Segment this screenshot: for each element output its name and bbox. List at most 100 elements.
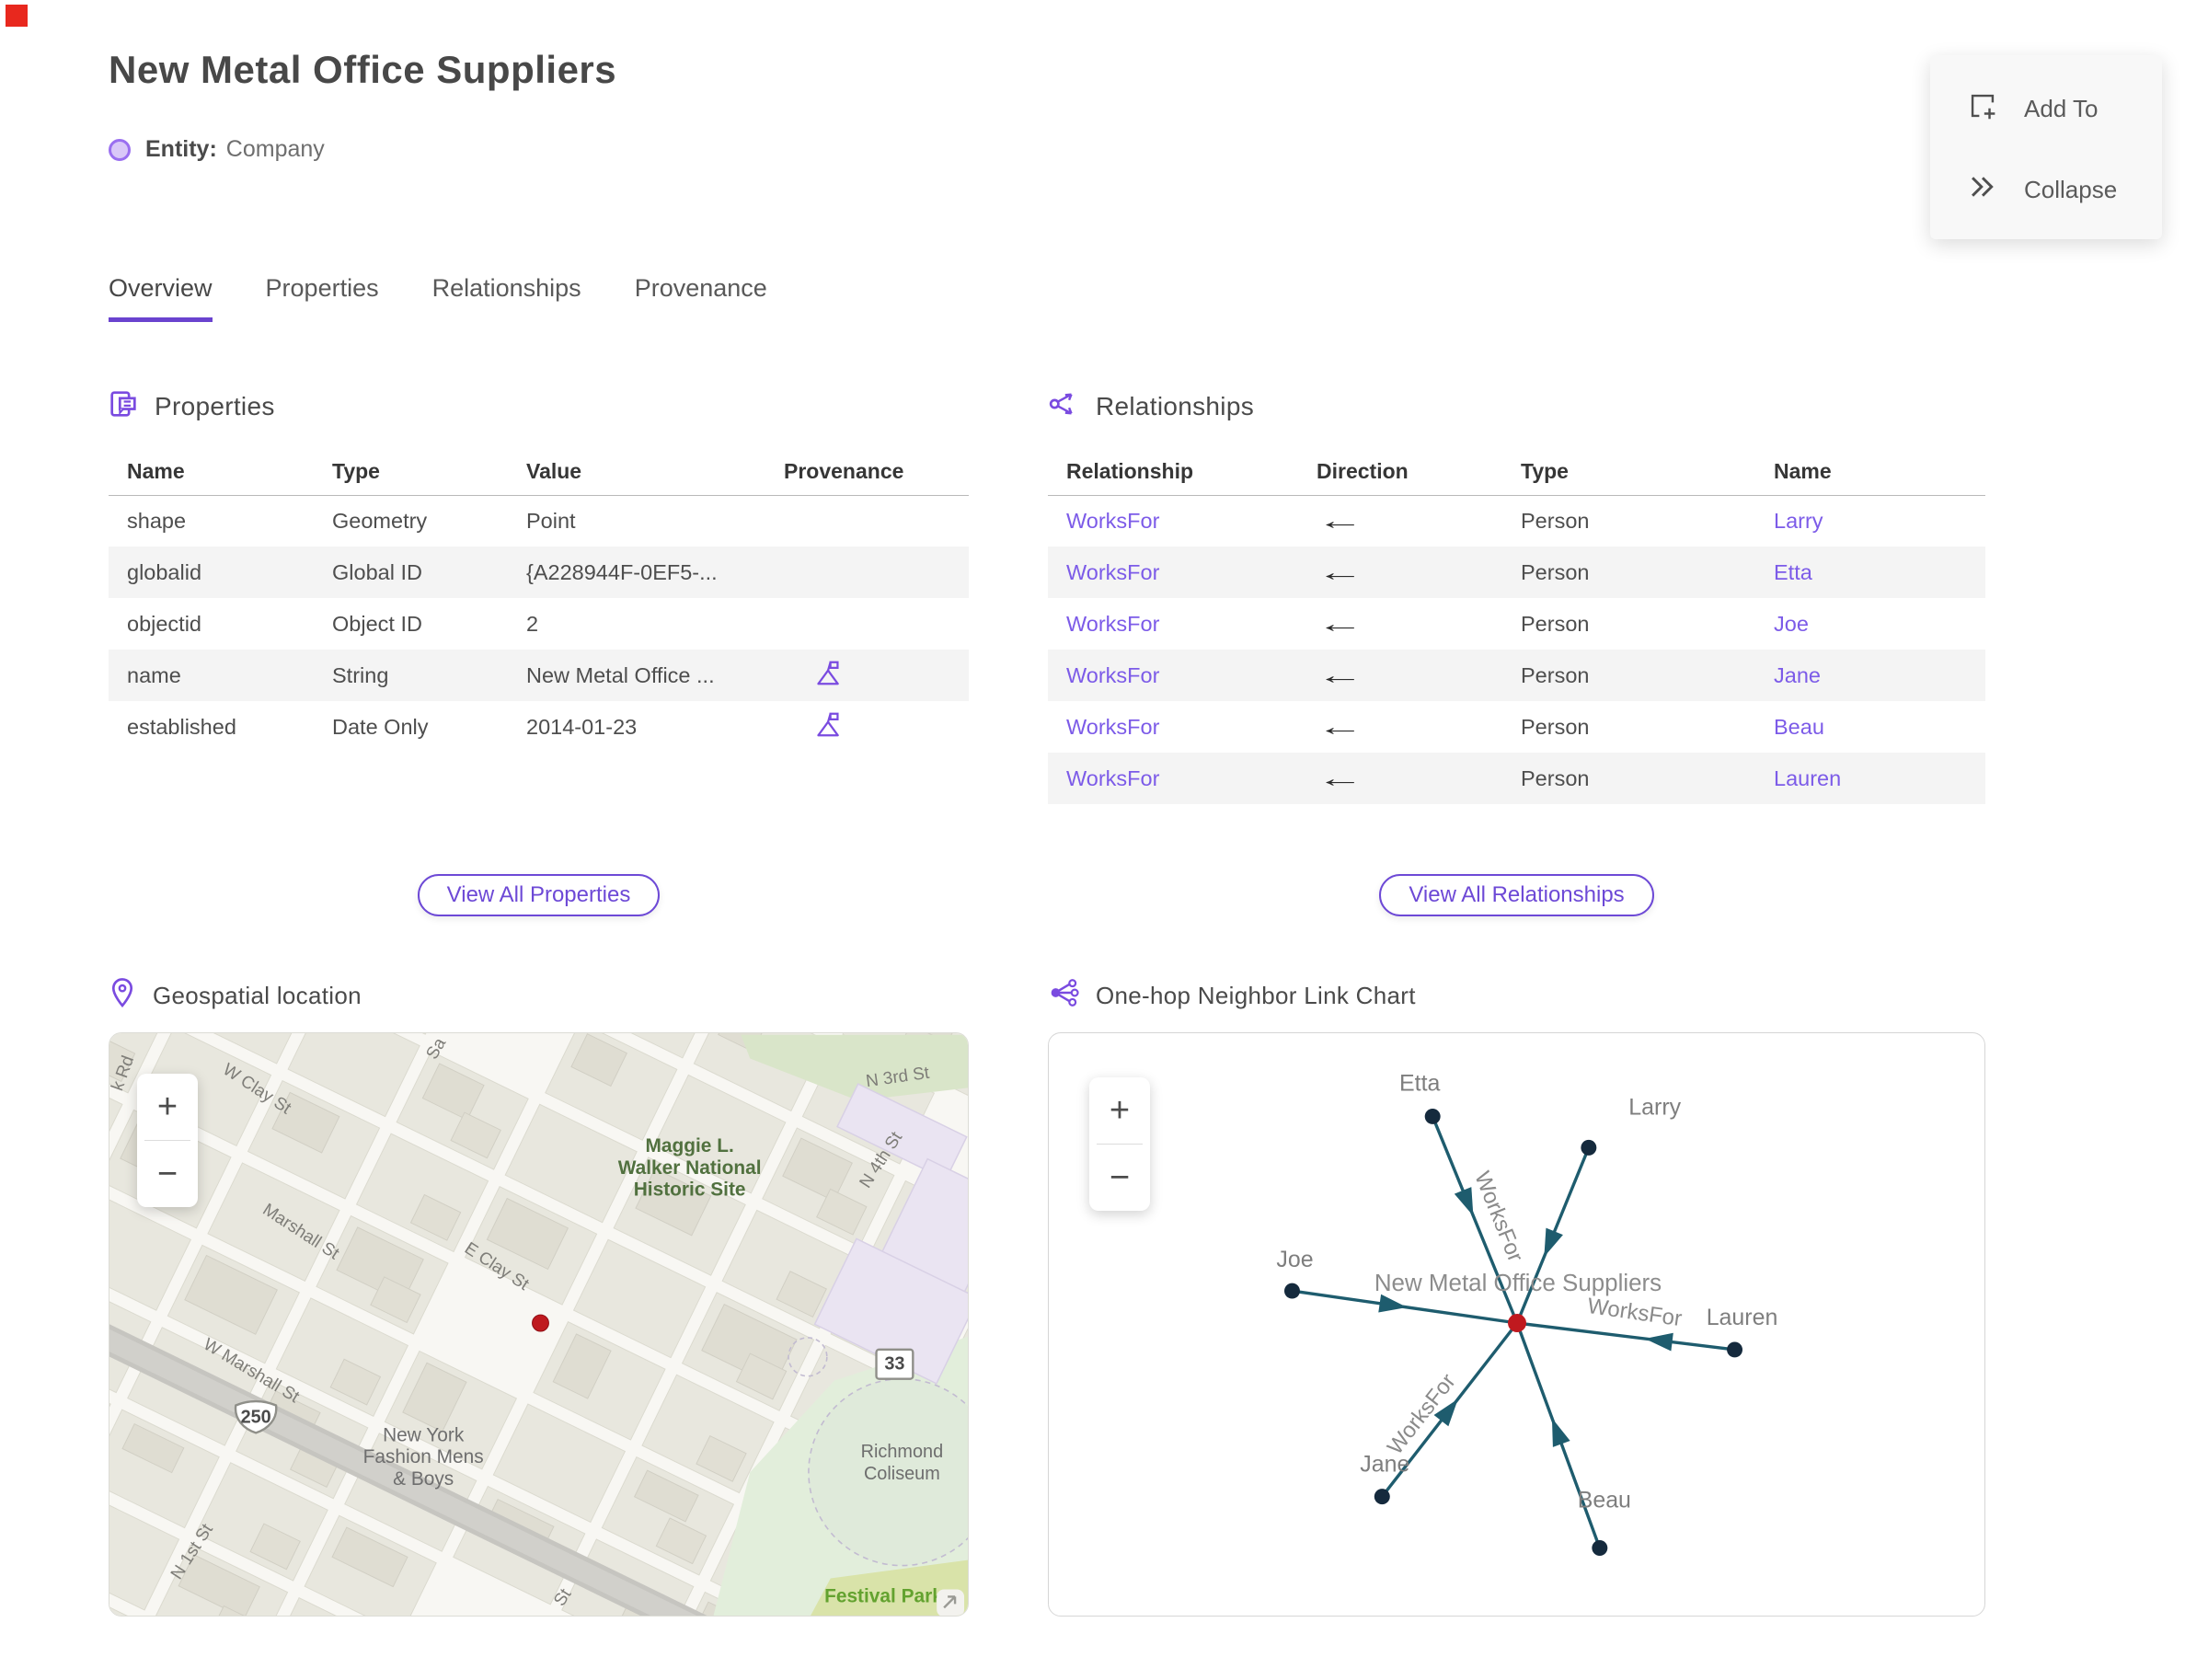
collapse-button[interactable]: Collapse (1967, 160, 2162, 219)
node-lauren[interactable] (1727, 1341, 1743, 1358)
map-zoom-in-button[interactable]: + (156, 1087, 178, 1126)
properties-col-header: Value (526, 449, 784, 496)
map-poi-label: & Boys (393, 1468, 454, 1490)
link-chart-zoom-control: + − (1089, 1077, 1150, 1211)
property-name: globalid (109, 547, 332, 598)
property-row: shape Geometry Point (109, 495, 969, 547)
map-zoom-control: + − (137, 1074, 198, 1207)
entity-type-value: Company (225, 136, 325, 162)
property-provenance (784, 547, 969, 598)
property-type: Global ID (332, 547, 526, 598)
link-chart-zoom-in-button[interactable]: + (1109, 1090, 1131, 1130)
relationships-table-header-row: Relationship Direction Type Name (1048, 449, 1985, 496)
property-type: Object ID (332, 611, 422, 636)
node-jane[interactable] (1374, 1489, 1390, 1505)
property-row: name String New Metal Office ... (109, 650, 969, 701)
tab-properties[interactable]: Properties (265, 274, 379, 302)
relationship-type-link[interactable]: WorksFor (1066, 508, 1160, 533)
property-value: New Metal Office ... (526, 650, 784, 701)
edge-arrowhead (1551, 1418, 1570, 1447)
map-zoom-out-button[interactable]: − (156, 1154, 178, 1193)
relationship-type-link[interactable]: WorksFor (1066, 765, 1160, 790)
property-provenance (784, 495, 969, 547)
one-hop-link-chart-icon (1048, 978, 1079, 1014)
related-entity-name-link[interactable]: Etta (1774, 559, 1812, 584)
map-green-areas (713, 1034, 968, 1616)
center-node[interactable] (1508, 1314, 1526, 1332)
tab-provenance[interactable]: Provenance (634, 274, 767, 302)
route-badge-250: 250 (234, 1399, 278, 1434)
relationships-col-header: Direction (1317, 449, 1521, 496)
relationship-row: WorksFor ← Person Joe (1048, 598, 1985, 650)
actions-panel: Add To Collapse (1930, 55, 2162, 239)
related-entity-type: Person (1521, 714, 1590, 739)
property-value: {A228944F-0EF5-... (526, 547, 784, 598)
relationships-col-header: Relationship (1048, 449, 1317, 496)
properties-col-header: Provenance (784, 449, 969, 496)
edge-etta[interactable] (1431, 1115, 1519, 1324)
related-entity-name-link[interactable]: Joe (1774, 611, 1809, 636)
relationships-section-header: Relationships (1048, 390, 1985, 423)
node-larry[interactable] (1581, 1139, 1597, 1156)
recording-indicator (6, 5, 28, 27)
add-to-label: Add To (2024, 94, 2099, 122)
left-column: Properties Name Type Value Provenance shape… (109, 390, 969, 1617)
link-chart-section-header: One-hop Neighbor Link Chart (1048, 978, 1985, 1014)
relationships-col-header: Type (1521, 449, 1774, 496)
properties-col-header: Name (109, 449, 332, 496)
tab-relationships[interactable]: Relationships (431, 274, 581, 302)
entity-row: Entity: Company (109, 136, 325, 163)
property-provenance (784, 701, 969, 753)
property-name: established (127, 714, 236, 739)
link-chart-panel[interactable]: + − WorksFor WorksFor WorksFor Etta Larry Joe… (1048, 1032, 1985, 1617)
related-entity-name-link[interactable]: Jane (1774, 662, 1821, 687)
right-column: Relationships Relationship Direction Type N… (1048, 390, 1985, 1617)
node-beau[interactable] (1592, 1540, 1608, 1557)
node-label: Jane (1360, 1452, 1409, 1478)
provenance-flag-icon[interactable] (815, 712, 840, 742)
double-chevron-right-icon (1967, 173, 1998, 207)
map-panel[interactable]: + − (109, 1032, 969, 1617)
svg-text:250: 250 (241, 1407, 271, 1427)
node-label: Larry (1628, 1094, 1681, 1120)
related-entity-type: Person (1521, 650, 1774, 701)
relationship-type-link[interactable]: WorksFor (1066, 611, 1160, 636)
entity-location-marker[interactable] (532, 1314, 549, 1332)
property-name: shape (127, 508, 187, 533)
properties-section-header: Properties (109, 390, 969, 423)
node-joe[interactable] (1283, 1283, 1300, 1299)
related-entity-type: Person (1521, 547, 1774, 598)
one-hop-link-chart[interactable]: WorksForWorksForWorksForEttaLarryJoeJane… (1049, 1033, 1984, 1617)
edge-label: WorksFor (1586, 1294, 1684, 1331)
map-pin-icon (109, 977, 136, 1015)
entity-type-dot-icon (109, 138, 131, 161)
highway (109, 1064, 968, 1616)
relationship-row: WorksFor ← Person Beau (1048, 701, 1985, 753)
direction-left-arrow-icon: ← (1317, 764, 1364, 792)
property-name: objectid (127, 611, 201, 636)
map-poi-label: Historic Site (634, 1179, 746, 1201)
relationship-type-link[interactable]: WorksFor (1066, 714, 1160, 739)
related-entity-name-link[interactable]: Larry (1774, 508, 1823, 533)
edge-arrowhead (1378, 1294, 1408, 1313)
properties-table-header-row: Name Type Value Provenance (109, 449, 969, 496)
map-expand-icon[interactable] (937, 1589, 965, 1617)
relationship-type-link[interactable]: WorksFor (1066, 662, 1160, 687)
property-row: objectid Object ID 2 (109, 598, 969, 650)
edge-lauren[interactable] (1516, 1321, 1735, 1352)
relationship-type-link[interactable]: WorksFor (1066, 559, 1160, 584)
add-to-button[interactable]: Add To (1967, 79, 2162, 138)
map-poi-label: New York (383, 1424, 465, 1445)
direction-left-arrow-icon: ← (1317, 558, 1364, 586)
related-entity-name-link[interactable]: Lauren (1774, 765, 1842, 790)
view-all-properties-button[interactable]: View All Properties (417, 874, 661, 916)
node-etta[interactable] (1424, 1108, 1441, 1124)
view-all-relationships-button[interactable]: View All Relationships (1379, 874, 1654, 916)
link-chart-section-title: One-hop Neighbor Link Chart (1096, 981, 1416, 1009)
provenance-flag-icon[interactable] (815, 661, 840, 691)
related-entity-name-link[interactable]: Beau (1774, 714, 1824, 739)
tab-overview[interactable]: Overview (109, 274, 213, 322)
tabs: Overview Properties Relationships Provenanc… (109, 274, 767, 322)
link-chart-zoom-out-button[interactable]: − (1109, 1157, 1131, 1197)
